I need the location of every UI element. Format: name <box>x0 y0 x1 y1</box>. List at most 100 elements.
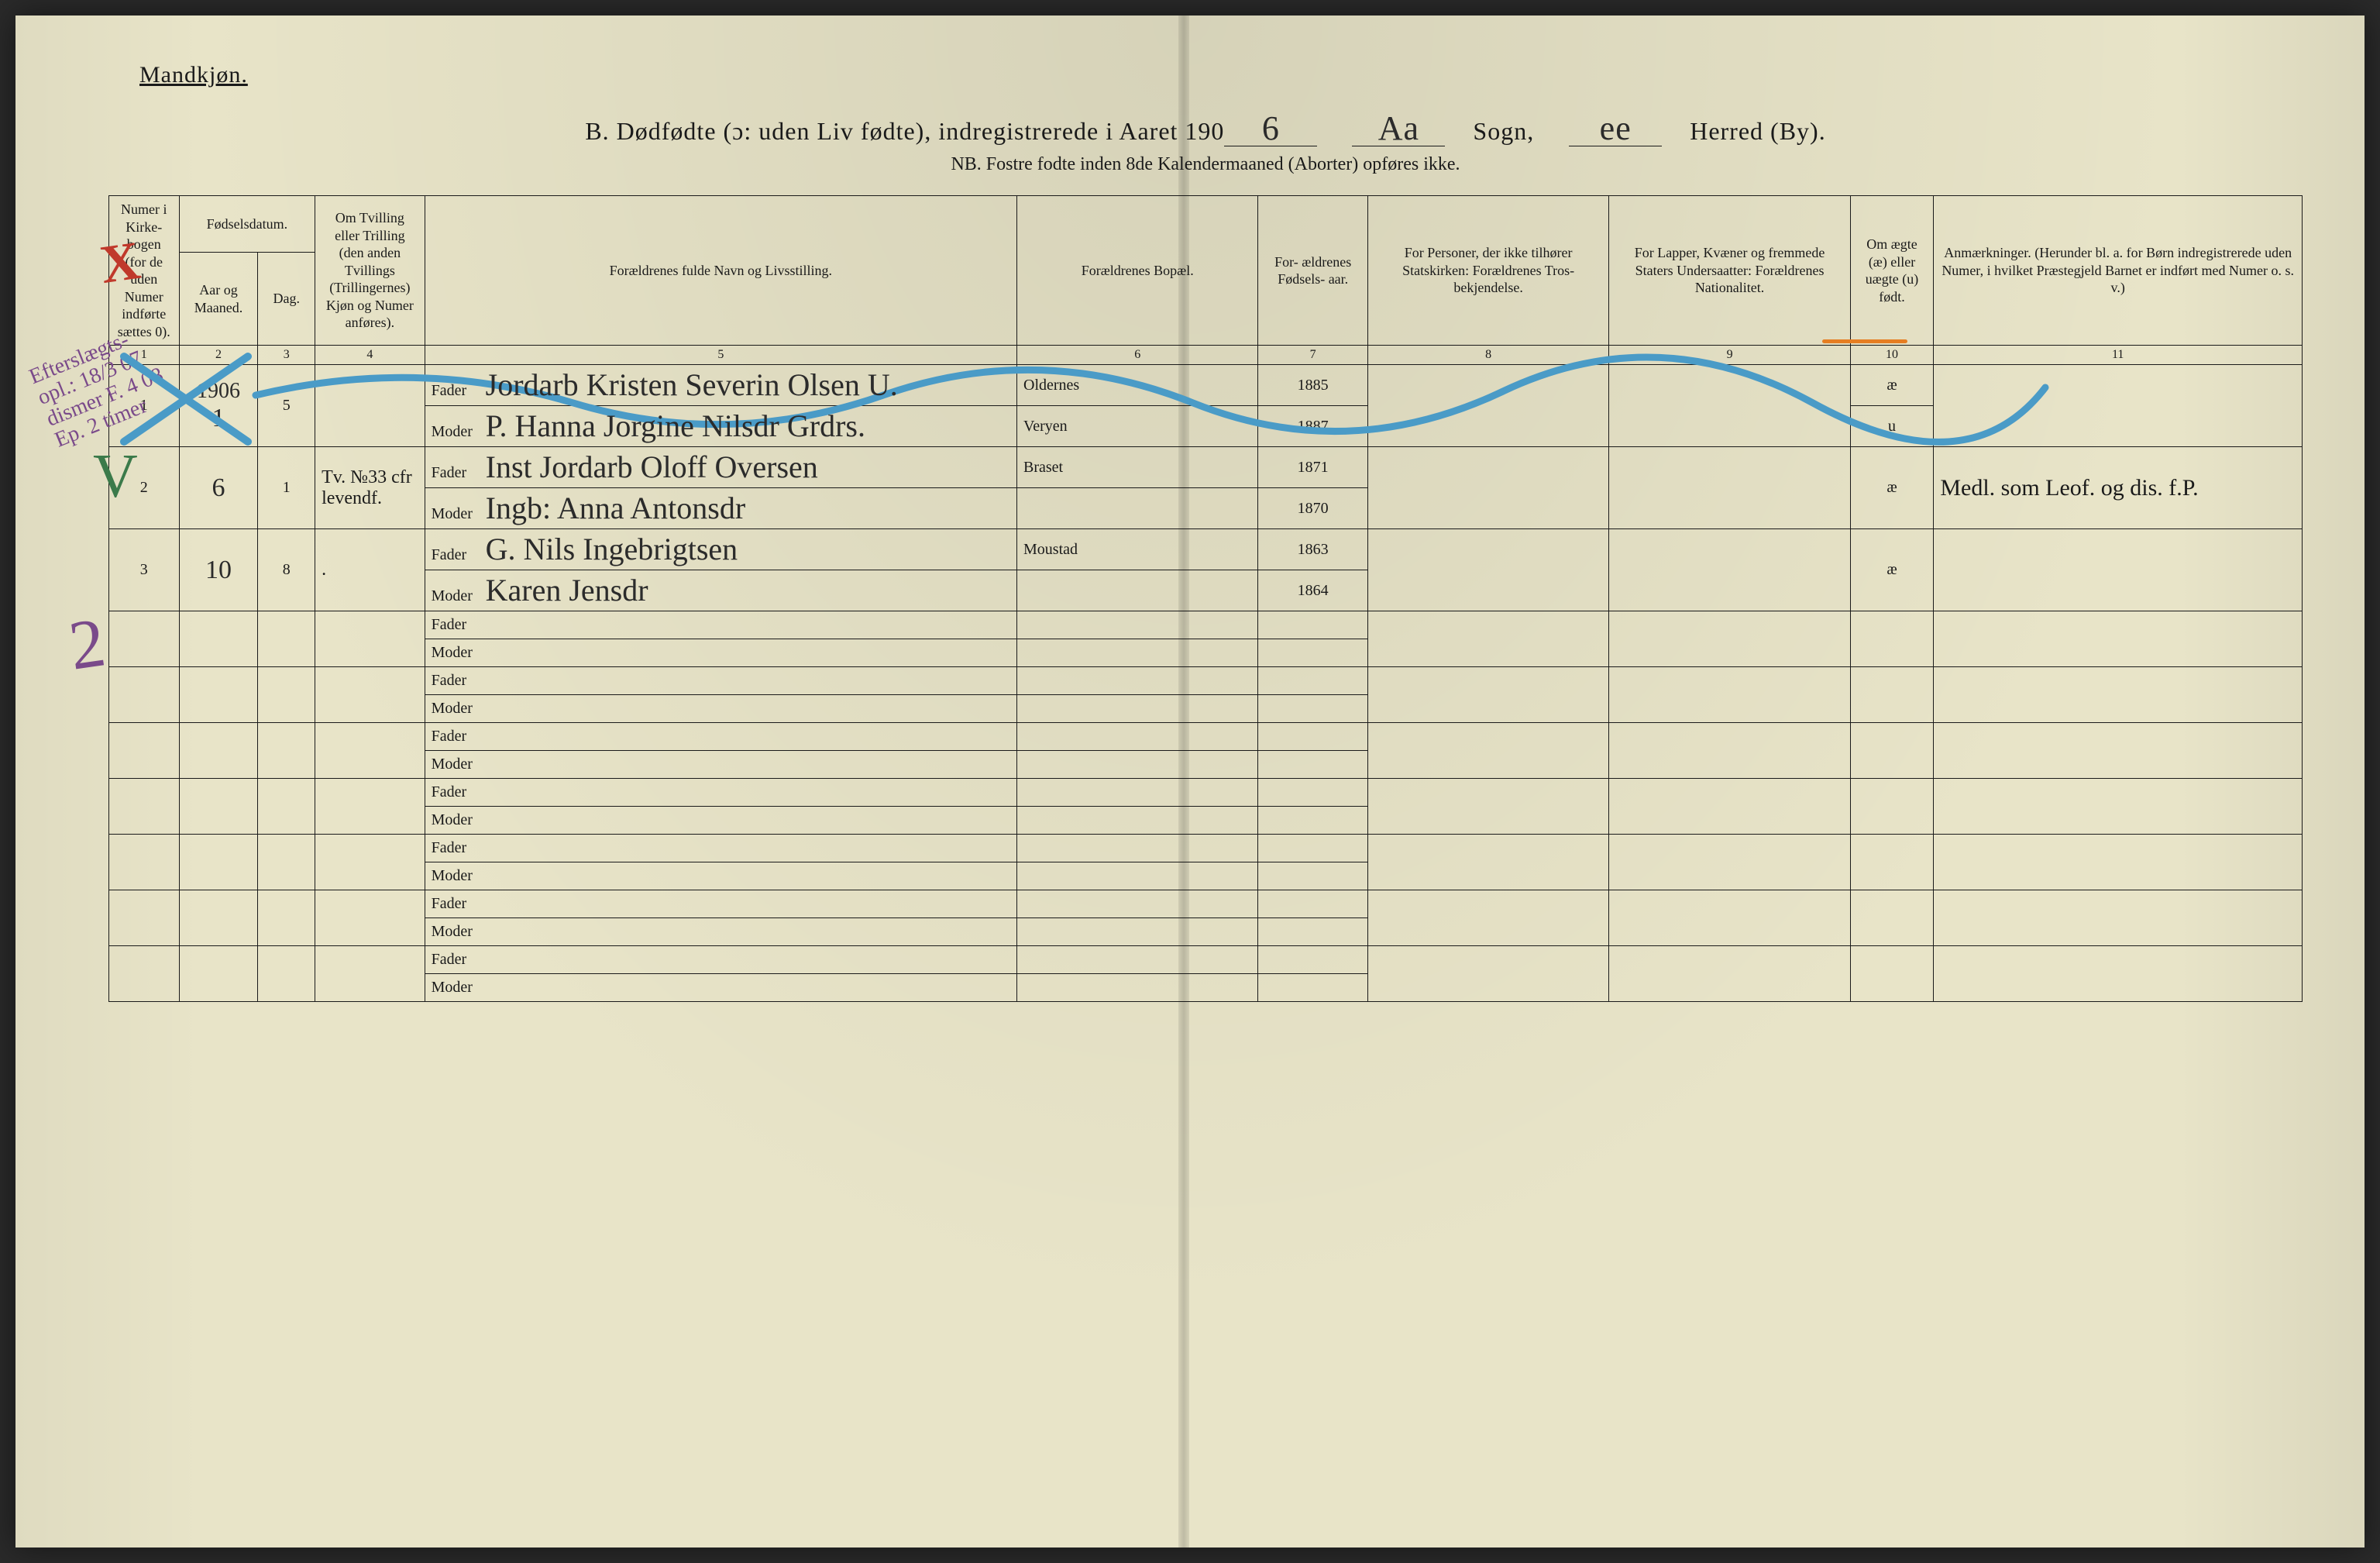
table-row: Fader <box>109 779 2303 807</box>
empty <box>1934 667 2303 723</box>
empty <box>315 890 425 946</box>
father-name: Fader <box>425 890 1016 918</box>
table-row: Fader <box>109 835 2303 862</box>
col-header-10: Om ægte (æ) eller uægte (u) født. <box>1850 196 1934 346</box>
empty <box>1017 779 1258 807</box>
mother-name: ModerP. Hanna Jorgine Nilsdr Grdrs. <box>425 406 1016 447</box>
entry-number: 3 <box>109 529 180 611</box>
father-bopael: Moustad <box>1017 529 1258 570</box>
empty <box>1017 918 1258 946</box>
mother-name: ModerKaren Jensdr <box>425 570 1016 611</box>
empty <box>1934 890 2303 946</box>
empty <box>1258 779 1368 807</box>
c8 <box>1367 529 1608 611</box>
father-name: FaderG. Nils Ingebrigtsen <box>425 529 1016 570</box>
empty <box>179 890 258 946</box>
mother-name: ModerIngb: Anna Antonsdr <box>425 488 1016 529</box>
col-header-8: For Personer, der ikke tilhører Statskir… <box>1367 196 1608 346</box>
col-header-7: For- ældrenes Fødsels- aar. <box>1258 196 1368 346</box>
empty <box>315 946 425 1002</box>
empty <box>1017 862 1258 890</box>
empty <box>258 946 315 1002</box>
empty <box>315 667 425 723</box>
father-name: Fader <box>425 946 1016 974</box>
empty <box>315 611 425 667</box>
mother-year: 1887 <box>1258 406 1368 447</box>
empty <box>109 779 180 835</box>
colnum: 2 <box>179 346 258 365</box>
mother-bopael <box>1017 570 1258 611</box>
empty <box>179 946 258 1002</box>
empty <box>1934 946 2303 1002</box>
mother-bopael <box>1017 488 1258 529</box>
empty <box>1017 890 1258 918</box>
col-header-2a: Aar og Maaned. <box>179 253 258 346</box>
empty <box>1258 751 1368 779</box>
notes <box>1934 529 2303 611</box>
empty <box>1367 611 1608 667</box>
colnum: 8 <box>1367 346 1608 365</box>
empty <box>315 779 425 835</box>
table-body: 1190615FaderJordarb Kristen Severin Olse… <box>109 365 2303 1002</box>
father-name: Fader <box>425 835 1016 862</box>
empty <box>1367 946 1608 1002</box>
colnum: 10 <box>1850 346 1934 365</box>
colnum: 4 <box>315 346 425 365</box>
mother-name: Moder <box>425 974 1016 1002</box>
empty <box>1258 918 1368 946</box>
c9 <box>1609 529 1850 611</box>
red-x-mark: X <box>97 230 144 297</box>
sogn-label: Sogn, <box>1473 117 1534 145</box>
mother-name: Moder <box>425 751 1016 779</box>
col-header-11: Anmærkninger. (Herunder bl. a. for Børn … <box>1934 196 2303 346</box>
empty <box>1609 723 1850 779</box>
empty <box>1934 779 2303 835</box>
colnum: 5 <box>425 346 1016 365</box>
empty <box>1850 890 1934 946</box>
empty <box>179 723 258 779</box>
c8 <box>1367 447 1608 529</box>
empty <box>258 835 315 890</box>
empty <box>315 723 425 779</box>
empty <box>1934 835 2303 890</box>
empty <box>109 611 180 667</box>
year-suffix: 6 <box>1224 112 1317 146</box>
father-year: 1863 <box>1258 529 1368 570</box>
table-header: Numer i Kirke- bogen (for de uden Numer … <box>109 196 2303 365</box>
empty <box>258 723 315 779</box>
empty <box>1609 779 1850 835</box>
empty <box>1850 835 1934 890</box>
nb-line: NB. Fostre fodte inden 8de Kalendermaane… <box>108 154 2303 175</box>
empty <box>1850 946 1934 1002</box>
table-row: Fader <box>109 946 2303 974</box>
empty <box>1258 667 1368 695</box>
day-cell: 8 <box>258 529 315 611</box>
empty <box>258 890 315 946</box>
table-row: Fader <box>109 611 2303 639</box>
aegte: æ <box>1850 447 1934 529</box>
colnum: 6 <box>1017 346 1258 365</box>
father-name: Fader <box>425 667 1016 695</box>
empty <box>1258 835 1368 862</box>
gender-label: Mandkjøn. <box>139 62 2303 88</box>
aegte: æ <box>1850 529 1934 611</box>
empty <box>1850 611 1934 667</box>
month-cell: 6 <box>179 447 258 529</box>
empty <box>258 667 315 723</box>
col-header-6: Forældrenes Bopæl. <box>1017 196 1258 346</box>
register-table: Numer i Kirke- bogen (for de uden Numer … <box>108 195 2303 1002</box>
mother-year: 1870 <box>1258 488 1368 529</box>
empty <box>1609 946 1850 1002</box>
empty <box>1850 723 1934 779</box>
col-header-4: Om Tvilling eller Trilling (den anden Tv… <box>315 196 425 346</box>
tvilling-cell <box>315 365 425 447</box>
empty <box>1017 639 1258 667</box>
empty <box>1367 723 1608 779</box>
empty <box>315 835 425 890</box>
father-name: FaderInst Jordarb Oloff Oversen <box>425 447 1016 488</box>
month-cell: 10 <box>179 529 258 611</box>
orange-underline <box>1822 339 1907 343</box>
empty <box>1258 890 1368 918</box>
sogn-value: Aa <box>1352 112 1445 146</box>
empty <box>1258 723 1368 751</box>
